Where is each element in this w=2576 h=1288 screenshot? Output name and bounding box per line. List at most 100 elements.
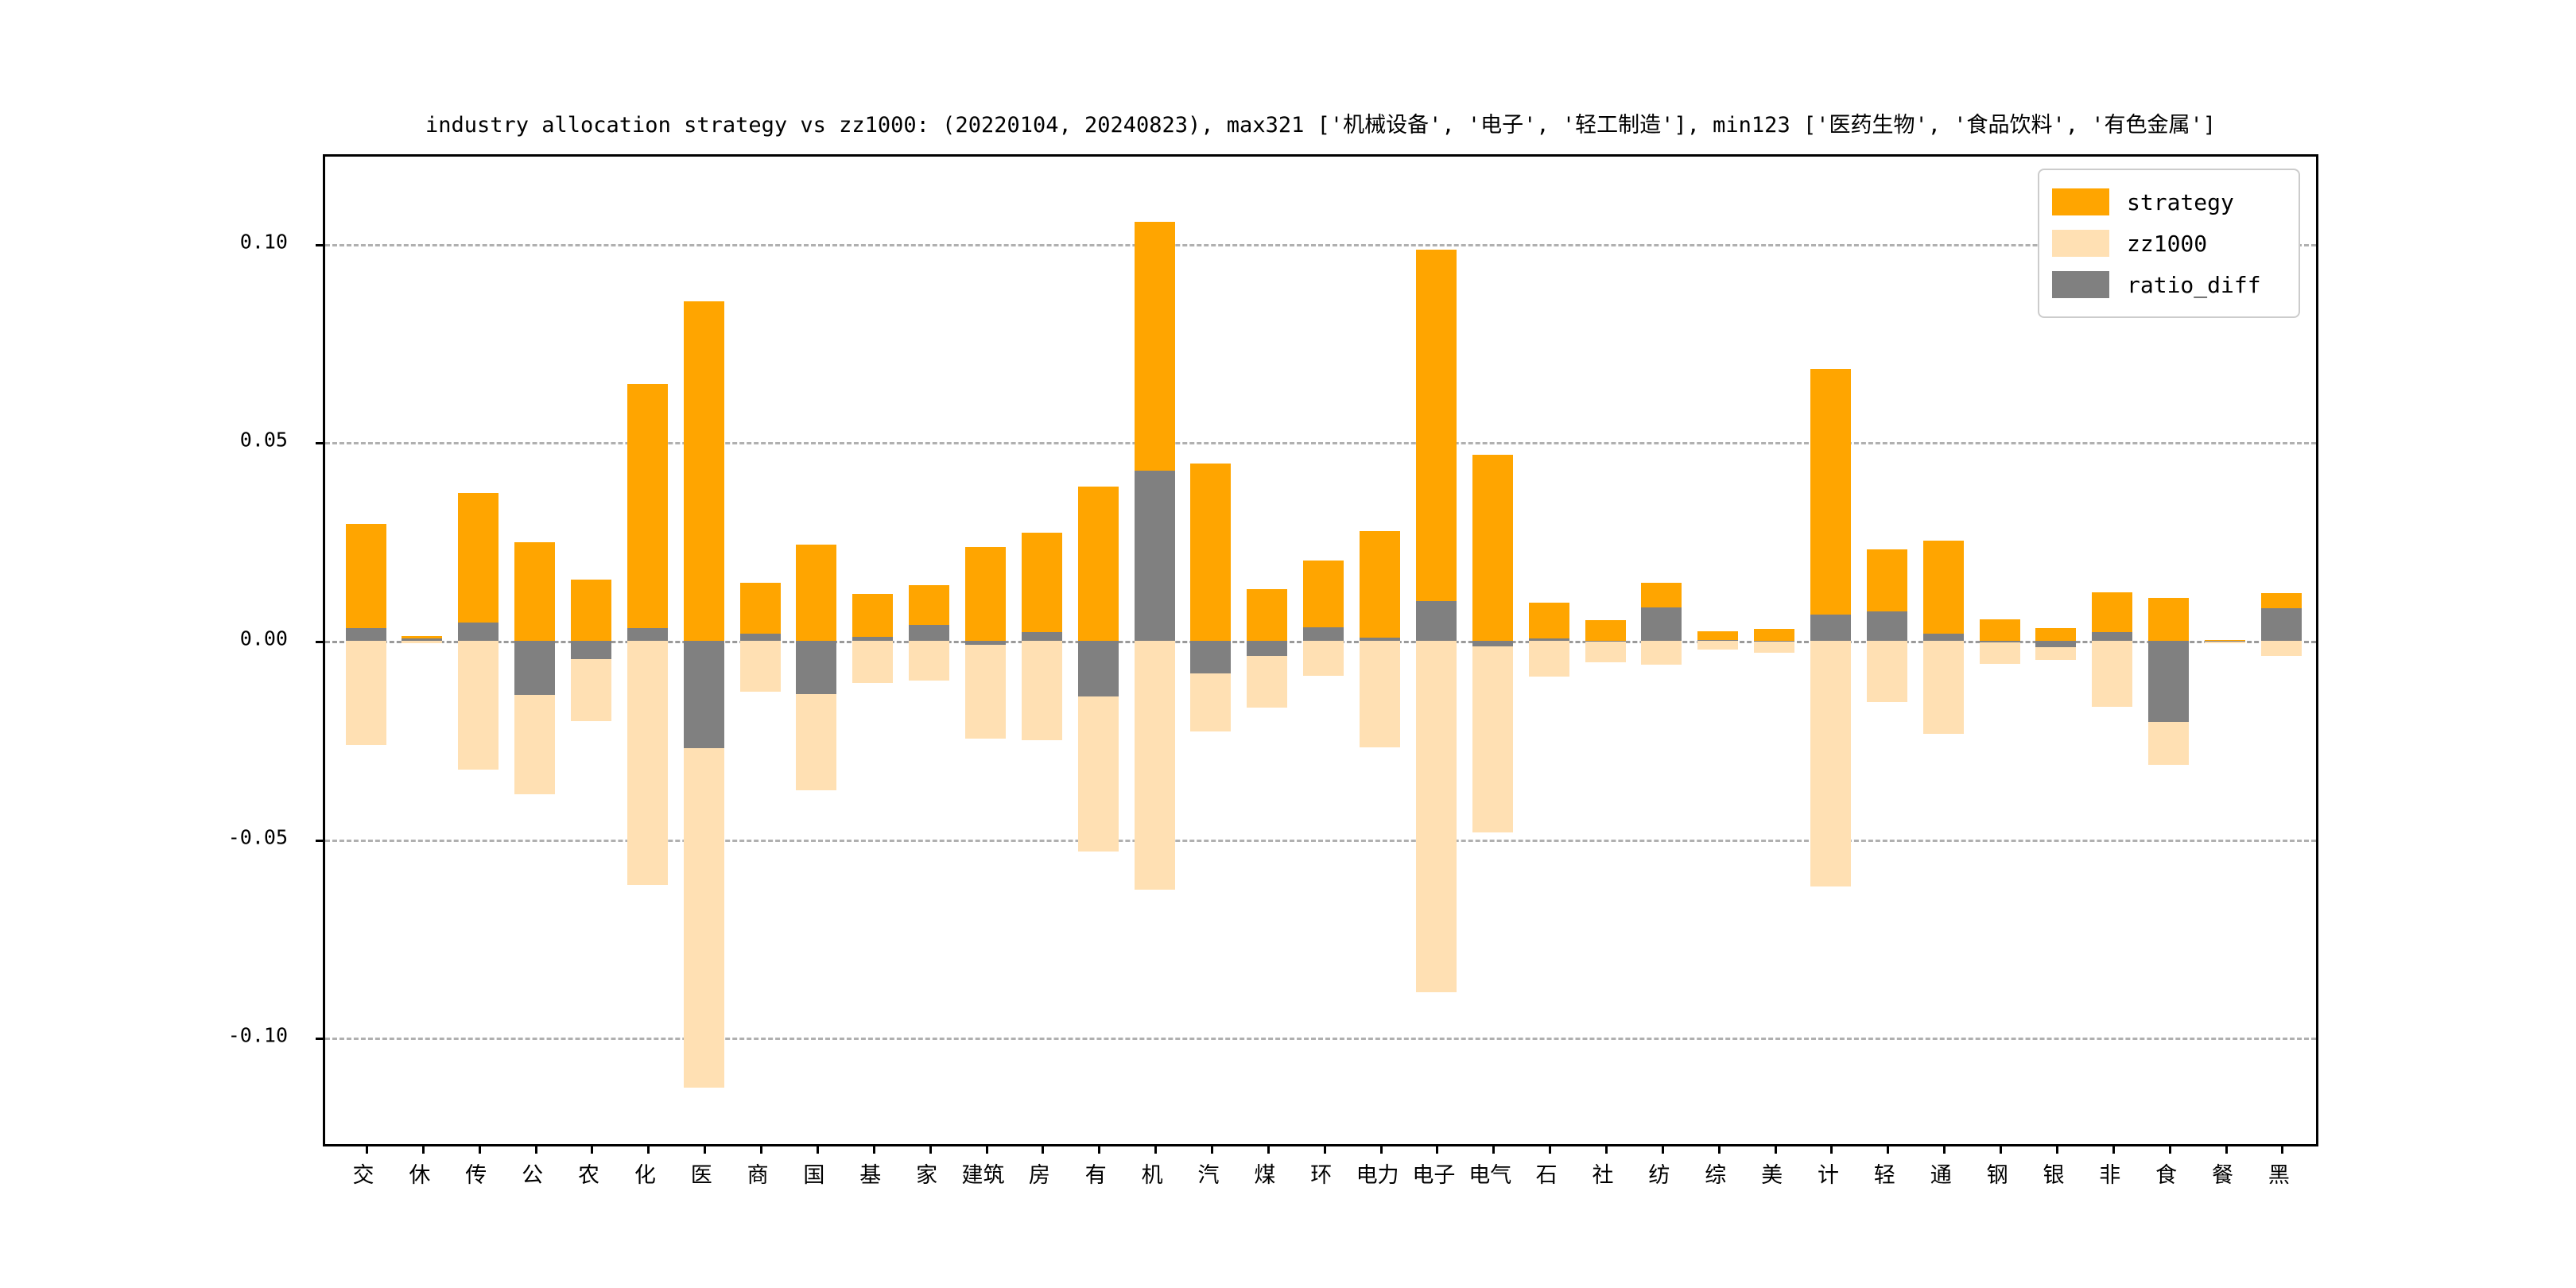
legend-label: strategy — [2127, 188, 2234, 215]
bar-strategy — [1528, 602, 1569, 642]
x-tick-label-8: 国 — [803, 1163, 825, 1188]
bar-zz1000 — [1810, 641, 1851, 887]
x-tickmark — [1323, 1144, 1326, 1154]
bar-zz1000 — [2205, 641, 2246, 643]
bar-ratio-diff — [345, 628, 386, 642]
x-tick-label-23: 纺 — [1648, 1163, 1670, 1188]
bar-zz1000 — [1415, 641, 1457, 992]
bar-ratio-diff — [1021, 632, 1062, 641]
x-tickmark — [366, 1144, 369, 1154]
x-tickmark — [1717, 1144, 1721, 1154]
y-tick-label: 0.05 — [239, 428, 288, 452]
bar-strategy — [1360, 530, 1401, 641]
x-tick-label-4: 农 — [577, 1163, 599, 1188]
x-tick-label-24: 综 — [1705, 1163, 1727, 1188]
x-tickmark — [760, 1144, 763, 1154]
y-tick-label: -0.05 — [227, 825, 288, 849]
bar-strategy — [1810, 368, 1851, 641]
bar-ratio-diff — [1190, 641, 1232, 673]
bar-zz1000 — [2092, 641, 2133, 708]
bar-ratio-diff — [402, 638, 443, 641]
bar-zz1000 — [1472, 641, 1513, 833]
bar-strategy — [514, 541, 556, 642]
x-tickmark — [1887, 1144, 1890, 1154]
legend-swatch-icon — [2052, 188, 2109, 215]
x-tick-label-12: 房 — [1028, 1163, 1050, 1188]
x-tickmark — [1830, 1144, 1833, 1154]
bar-zz1000 — [965, 641, 1007, 739]
legend-label: ratio_diff — [2127, 271, 2261, 298]
bar-strategy — [570, 579, 611, 642]
x-tick-label-9: 基 — [859, 1163, 882, 1188]
x-tick-label-20: 电气 — [1468, 1163, 1512, 1188]
x-tickmark — [1492, 1144, 1496, 1154]
x-tick-label-27: 轻 — [1873, 1163, 1895, 1188]
bar-strategy — [627, 383, 668, 641]
x-tick-label-22: 社 — [1592, 1163, 1614, 1188]
bar-strategy — [1077, 486, 1119, 642]
bar-ratio-diff — [627, 627, 668, 642]
legend-item-zz1000[interactable]: zz1000 — [2052, 223, 2286, 264]
x-tick-label-29: 钢 — [1986, 1163, 2008, 1188]
bar-strategy — [796, 545, 837, 641]
bar-ratio-diff — [2205, 641, 2246, 642]
bar-strategy — [1190, 463, 1232, 642]
x-tick-label-6: 医 — [690, 1163, 712, 1188]
y-tickmark — [316, 442, 325, 445]
bar-strategy — [1247, 589, 1288, 642]
bar-zz1000 — [1134, 641, 1175, 890]
x-tickmark — [1549, 1144, 1552, 1154]
bar-strategy — [2205, 639, 2246, 641]
gridline-0.10 — [325, 243, 2316, 246]
x-tickmark — [704, 1144, 707, 1154]
gridline--0.05 — [325, 839, 2316, 842]
x-tick-label-10: 家 — [916, 1163, 938, 1188]
y-tickmark — [316, 641, 325, 644]
x-tick-label-7: 商 — [747, 1163, 769, 1188]
x-tick-label-1: 休 — [409, 1163, 431, 1188]
bar-strategy — [458, 493, 499, 641]
x-tick-label-16: 煤 — [1254, 1163, 1276, 1188]
bar-strategy — [2148, 598, 2190, 642]
x-tick-label-3: 公 — [522, 1163, 544, 1188]
chart-legend: strategy zz1000 ratio_diff — [2038, 169, 2300, 318]
x-tickmark — [2055, 1144, 2058, 1154]
bar-strategy — [1585, 619, 1626, 642]
bar-ratio-diff — [458, 622, 499, 641]
bar-zz1000 — [1021, 641, 1062, 740]
bar-ratio-diff — [2260, 608, 2302, 641]
x-tickmark — [1605, 1144, 1608, 1154]
y-tickmark — [316, 839, 325, 842]
x-tickmark — [1774, 1144, 1777, 1154]
x-tickmark — [2000, 1144, 2003, 1154]
x-tickmark — [647, 1144, 650, 1154]
legend-swatch-icon — [2052, 230, 2109, 257]
bar-zz1000 — [1866, 641, 1907, 703]
bar-strategy — [2035, 628, 2077, 642]
bar-strategy — [739, 583, 781, 642]
x-tick-label-21: 石 — [1535, 1163, 1558, 1188]
x-tickmark — [1098, 1144, 1101, 1154]
gridline-0.05 — [325, 442, 2316, 445]
x-tick-label-15: 汽 — [1197, 1163, 1220, 1188]
x-tickmark — [1210, 1144, 1213, 1154]
x-tickmark — [1661, 1144, 1664, 1154]
x-tickmark — [1379, 1144, 1383, 1154]
legend-item-strategy[interactable]: strategy — [2052, 181, 2286, 223]
bar-zz1000 — [627, 641, 668, 886]
x-tick-label-11: 建筑 — [961, 1163, 1005, 1188]
bar-zz1000 — [852, 641, 894, 684]
bar-zz1000 — [1528, 641, 1569, 677]
y-axis: 0.10 0.05 0.00 -0.05 -0.10 — [0, 154, 310, 1146]
bar-zz1000 — [345, 641, 386, 746]
x-tickmark — [591, 1144, 594, 1154]
x-tickmark — [534, 1144, 537, 1154]
legend-item-ratio_diff[interactable]: ratio_diff — [2052, 264, 2286, 305]
bar-strategy — [965, 546, 1007, 641]
x-tickmark — [2225, 1144, 2228, 1154]
bar-zz1000 — [1585, 641, 1626, 663]
x-tickmark — [872, 1144, 875, 1154]
bar-ratio-diff — [2092, 632, 2133, 641]
x-tick-label-18: 电力 — [1356, 1163, 1399, 1188]
